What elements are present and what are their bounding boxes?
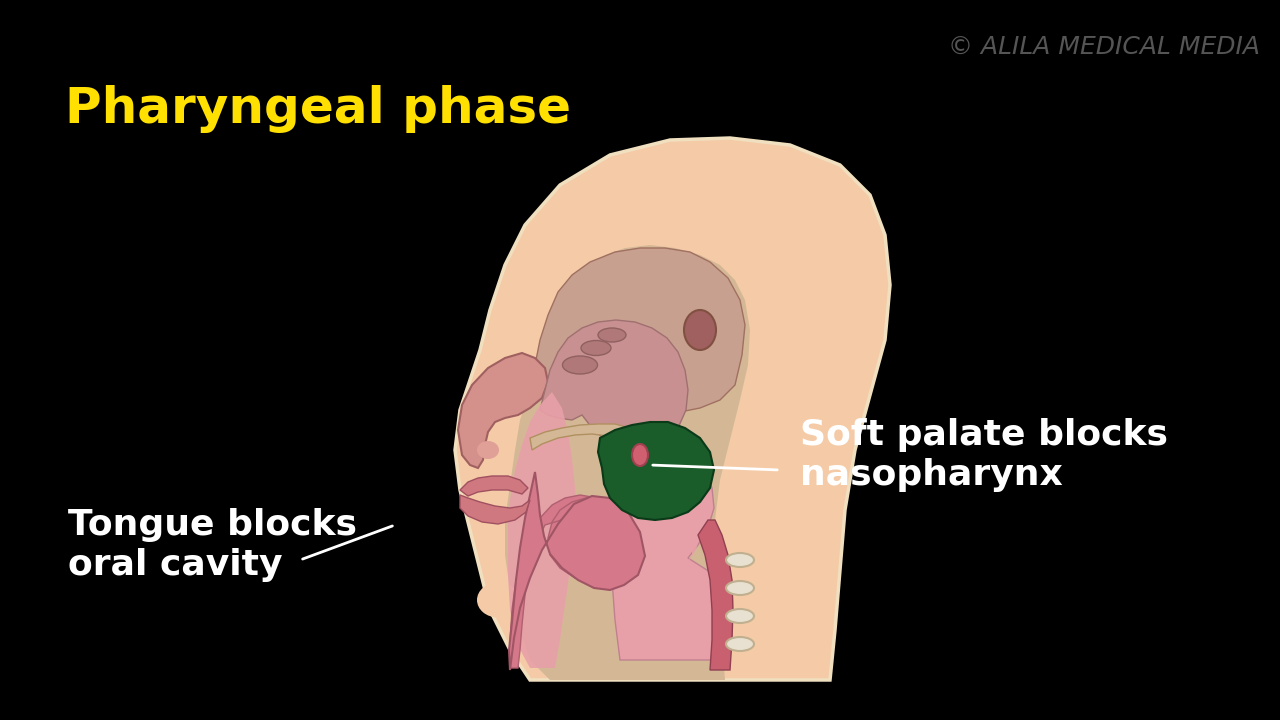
Polygon shape — [509, 495, 635, 668]
Polygon shape — [458, 353, 548, 468]
Polygon shape — [460, 495, 530, 524]
Polygon shape — [454, 138, 890, 680]
Polygon shape — [598, 422, 714, 520]
Ellipse shape — [598, 328, 626, 342]
Polygon shape — [509, 472, 645, 670]
Text: Pharyngeal phase: Pharyngeal phase — [65, 85, 571, 133]
Ellipse shape — [581, 341, 611, 356]
Ellipse shape — [684, 310, 716, 350]
Ellipse shape — [726, 609, 754, 623]
Polygon shape — [506, 245, 750, 680]
Ellipse shape — [562, 356, 598, 374]
Ellipse shape — [726, 581, 754, 595]
Polygon shape — [612, 458, 722, 660]
Polygon shape — [530, 424, 640, 450]
Ellipse shape — [632, 444, 648, 466]
Polygon shape — [460, 476, 529, 496]
Text: © ALILA MEDICAL MEDIA: © ALILA MEDICAL MEDIA — [948, 35, 1260, 59]
Text: Soft palate blocks
nasopharynx: Soft palate blocks nasopharynx — [800, 418, 1169, 492]
Polygon shape — [698, 520, 733, 670]
Ellipse shape — [477, 441, 499, 459]
Ellipse shape — [726, 553, 754, 567]
Text: Tongue blocks
oral cavity: Tongue blocks oral cavity — [68, 508, 357, 582]
Polygon shape — [530, 248, 745, 412]
Ellipse shape — [477, 582, 518, 618]
Ellipse shape — [726, 637, 754, 651]
Polygon shape — [540, 320, 689, 450]
Polygon shape — [508, 392, 713, 668]
